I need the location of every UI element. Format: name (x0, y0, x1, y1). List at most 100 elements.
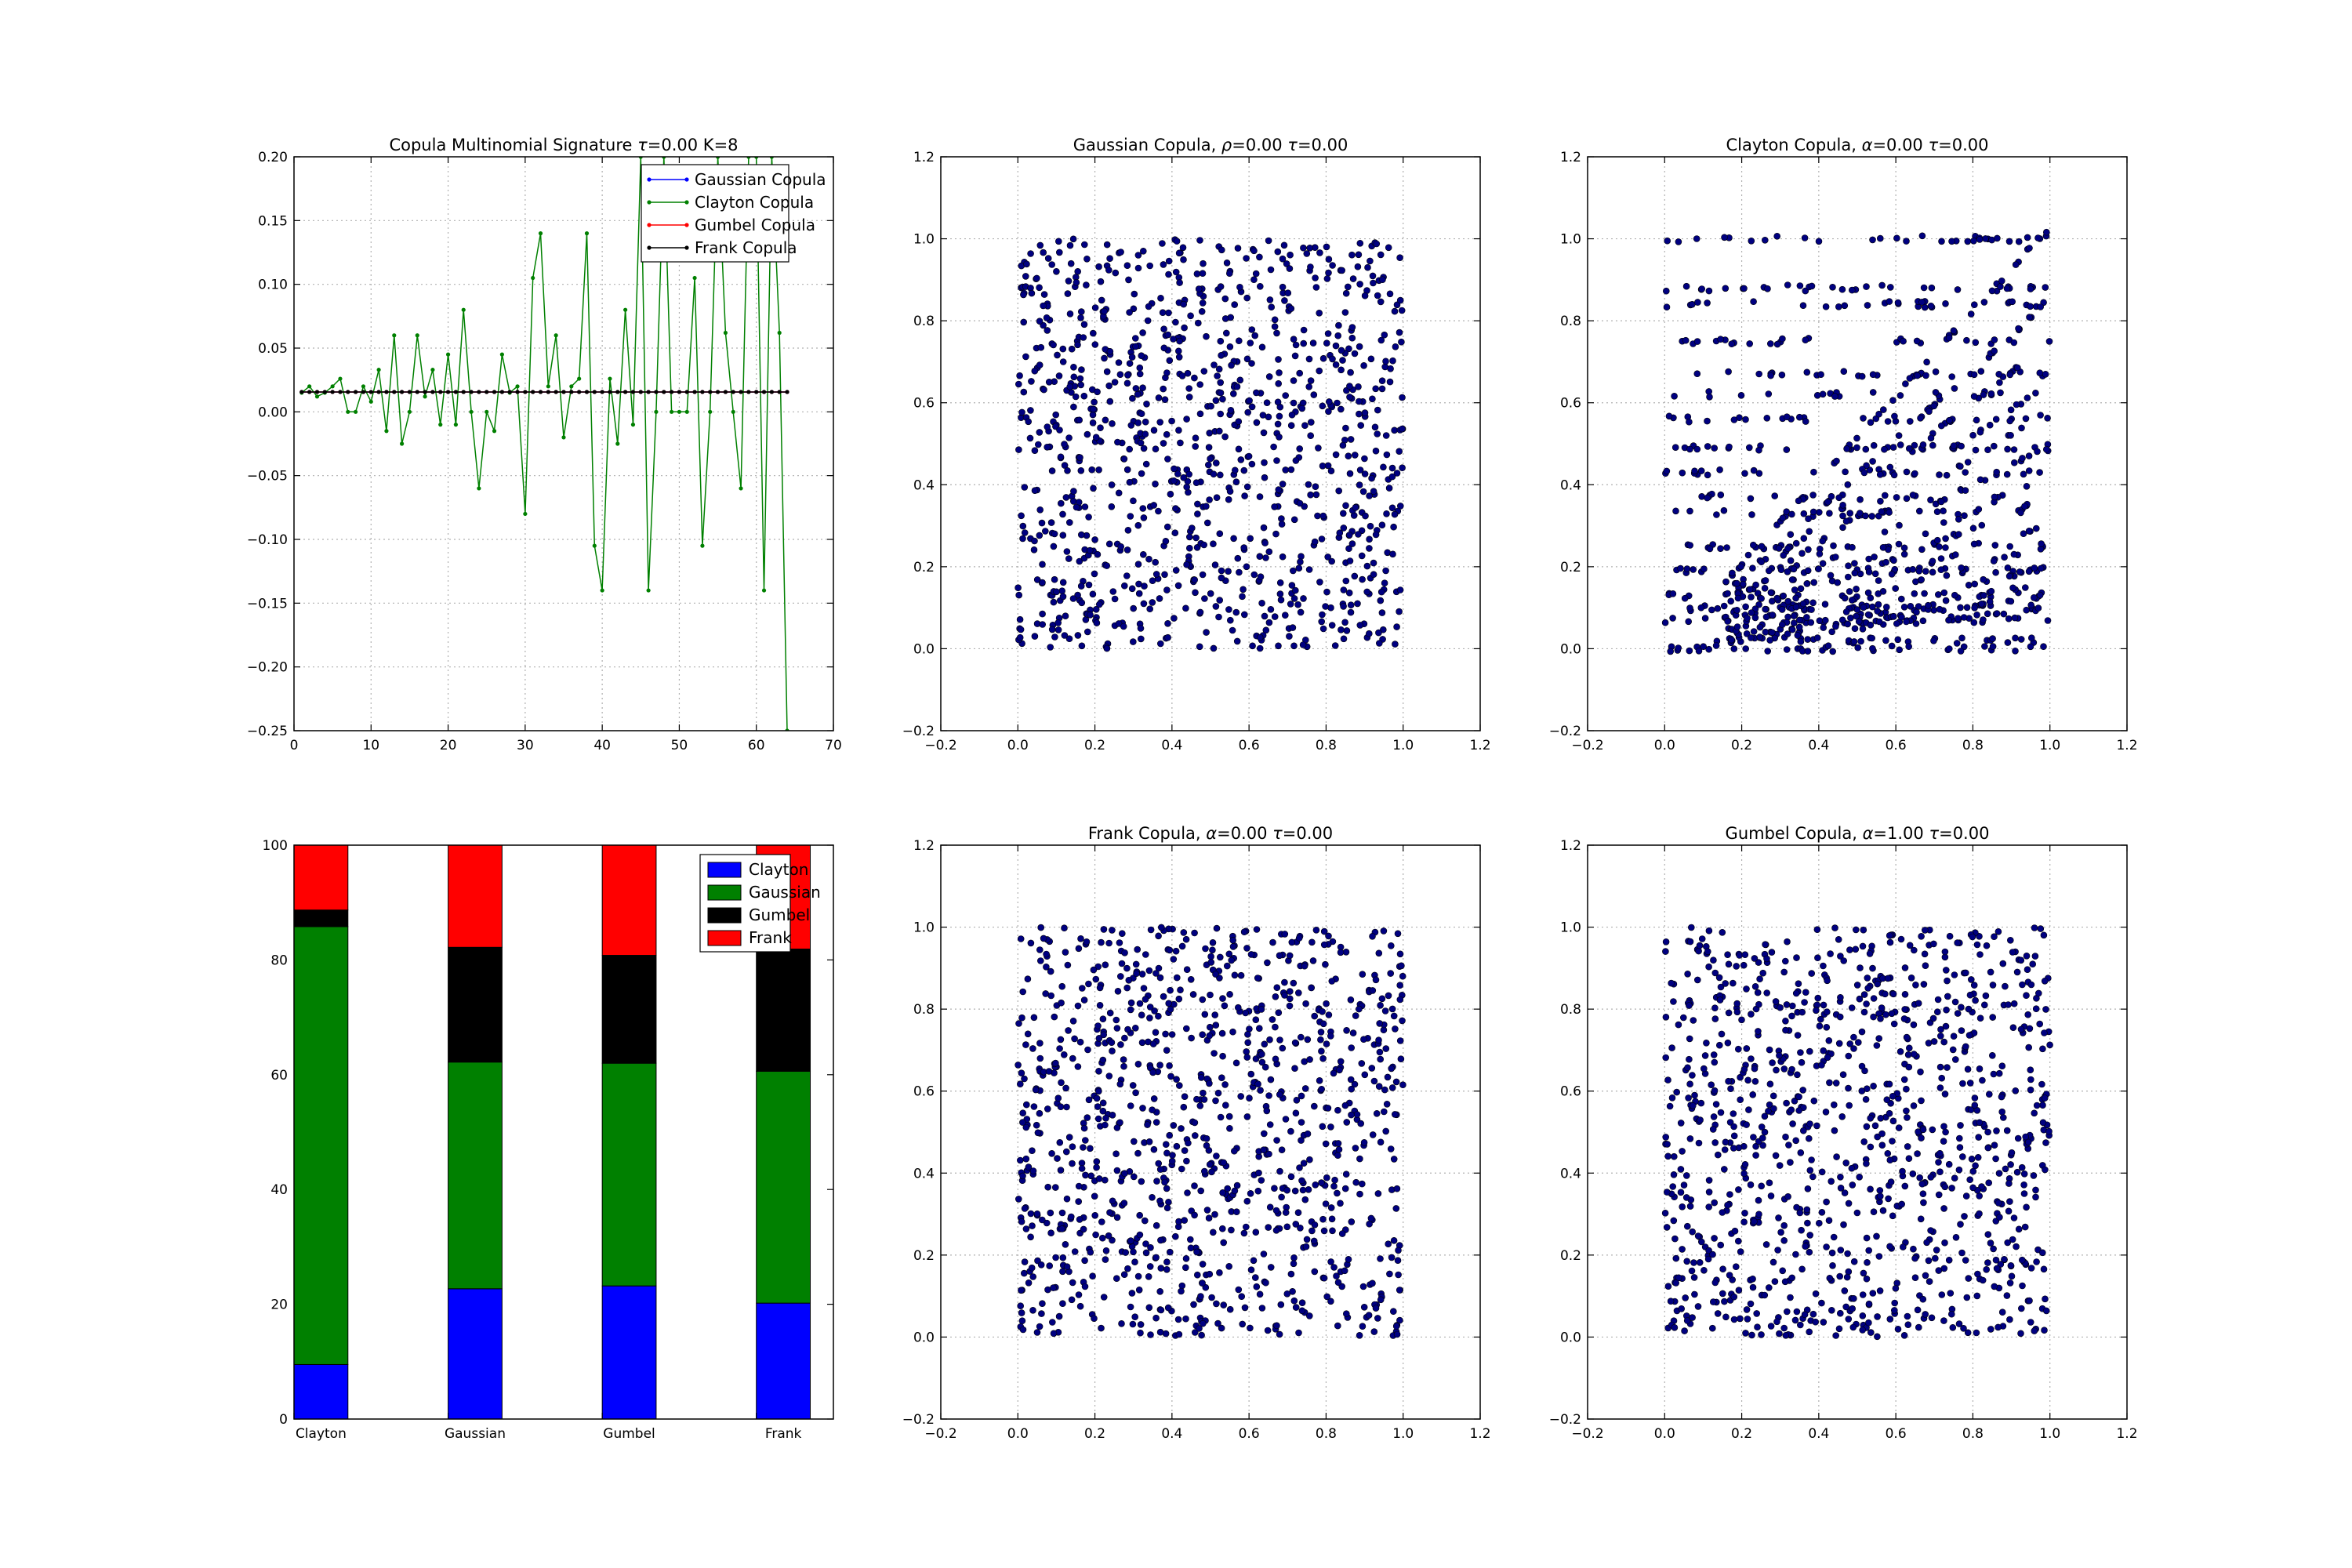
scatter-point (1258, 1006, 1265, 1013)
scatter-point (1697, 467, 1705, 474)
scatter-point (1869, 236, 1876, 244)
scatter-point (1759, 969, 1766, 977)
scatter-point (1911, 470, 1918, 477)
scatter-point (1748, 634, 1755, 641)
scatter-point (1388, 942, 1395, 949)
scatter-point (1163, 1047, 1171, 1054)
scatter-point (2031, 1109, 2038, 1117)
scatter-point (1396, 996, 1404, 1004)
scatter-point (2023, 606, 2030, 614)
series-point (538, 390, 543, 394)
scatter-point (1221, 295, 1229, 303)
scatter-point (1929, 1126, 1936, 1134)
scatter-point (1253, 926, 1261, 933)
scatter-point (1147, 1331, 1154, 1338)
scatter-point (1377, 298, 1385, 306)
scatter-point (1370, 488, 1377, 495)
scatter-point (1298, 553, 1305, 561)
scatter-point (1279, 481, 1287, 488)
x-tick-label: 0.0 (1654, 1426, 1675, 1442)
scatter-point (2010, 446, 2018, 453)
scatter-point (1197, 1293, 1204, 1300)
scatter-point (1356, 343, 1363, 350)
scatter-point (1912, 982, 1919, 989)
scatter-point (1750, 298, 1757, 306)
scatter-point (1162, 537, 1170, 545)
scatter-point (1989, 643, 1997, 650)
scatter-point (1061, 462, 1069, 469)
scatter-point (1728, 340, 1736, 348)
scatter-point (1129, 1320, 1137, 1328)
scatter-point (1184, 369, 1192, 377)
series-point (746, 390, 751, 394)
scatter-point (2017, 1330, 2024, 1338)
scatter-point (2004, 445, 2011, 453)
scatter-point (1102, 1176, 1109, 1184)
scatter-point (1165, 309, 1172, 317)
scatter-point (1767, 589, 1775, 597)
scatter-point (1690, 1102, 1697, 1109)
y-tick-label: 40 (270, 1182, 288, 1198)
x-tick-label: 0.4 (1161, 738, 1182, 753)
scatter-point (1709, 1324, 1716, 1332)
legend-label: Clayton Copula (695, 193, 814, 212)
scatter-point (1790, 565, 1798, 573)
scatter-point (1152, 1029, 1160, 1036)
scatter-point (1870, 1013, 1877, 1021)
scatter-point (1256, 553, 1264, 561)
scatter-point (1021, 1075, 1028, 1083)
scatter-point (1051, 575, 1058, 583)
panel-title-part: Gaussian Copula, (1073, 136, 1221, 154)
scatter-point (1226, 991, 1233, 998)
scatter-point (1664, 1283, 1672, 1290)
scatter-point (1903, 468, 1911, 476)
scatter-point (1715, 974, 1723, 982)
scatter-point (1103, 644, 1111, 652)
scatter-point (1047, 1209, 1054, 1217)
scatter-point (1860, 415, 1867, 422)
scatter-point (1377, 597, 1385, 604)
scatter-point (1348, 334, 1356, 342)
scatter-point (1356, 1332, 1363, 1339)
scatter-point (1901, 991, 1909, 998)
scatter-point (1730, 645, 1738, 652)
scatter-point (1081, 241, 1088, 249)
scatter-point (1269, 938, 1276, 946)
scatter-point (1084, 1046, 1091, 1054)
scatter-point (1689, 1072, 1696, 1079)
scatter-point (1981, 643, 1988, 650)
scatter-point (1905, 1063, 1913, 1071)
scatter-point (1795, 1107, 1802, 1114)
scatter-point (1374, 1190, 1382, 1197)
scatter-point (1091, 398, 1098, 406)
scatter-point (1216, 1269, 1223, 1276)
scatter-point (1138, 971, 1146, 978)
scatter-point (1922, 372, 1929, 379)
scatter-point (1094, 963, 1102, 971)
scatter-point (1250, 571, 1258, 579)
x-tick-label: −0.2 (924, 1426, 956, 1442)
scatter-point (1750, 1134, 1757, 1141)
scatter-point (1174, 470, 1181, 477)
scatter-point (1867, 1329, 1875, 1336)
scatter-point (1292, 1221, 1300, 1228)
scatter-point (1869, 389, 1877, 396)
scatter-point (1853, 444, 1860, 452)
scatter-point (1065, 635, 1073, 643)
scatter-point (1795, 497, 1802, 505)
scatter-point (1799, 600, 1807, 608)
scatter-point (2023, 953, 2031, 960)
scatter-point (1303, 1236, 1311, 1243)
scatter-point (1842, 1303, 1849, 1311)
scatter-point (1248, 360, 1255, 367)
scatter-point (1746, 340, 1753, 347)
scatter-point (1165, 1199, 1172, 1206)
scatter-point (1183, 1025, 1190, 1033)
series-point (600, 390, 604, 394)
series-point (354, 409, 358, 414)
scatter-point (1172, 567, 1180, 574)
scatter-point (1360, 1036, 1367, 1043)
scatter-point (1089, 419, 1097, 426)
scatter-point (1841, 302, 1849, 310)
scatter-point (1769, 1059, 1776, 1066)
